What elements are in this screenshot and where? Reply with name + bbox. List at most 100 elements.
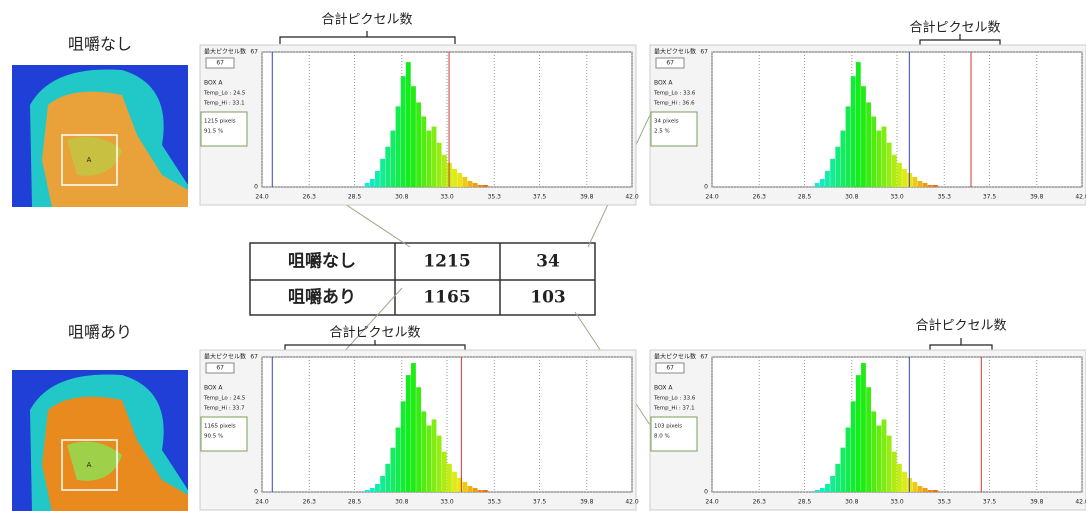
histogram-bar (902, 169, 907, 187)
x-tick-label: 42.0 (625, 499, 639, 506)
x-tick-label: 26.3 (303, 499, 317, 506)
x-tick-label: 37.5 (533, 194, 547, 201)
temp-hi: Temp_Hi : 37.1 (653, 406, 695, 412)
pixels: 1165 pixels (204, 424, 236, 430)
max-title: 最大ピクセル数 (654, 48, 696, 56)
histogram-bar (830, 159, 835, 187)
histogram-bar (928, 490, 933, 492)
histogram-bar (876, 426, 881, 492)
table-cell: 103 (530, 288, 566, 308)
histogram-bar (861, 86, 866, 187)
histogram-bar (918, 486, 923, 492)
thermal-image: A (12, 65, 188, 207)
x-tick-label: 42.0 (1075, 194, 1086, 201)
histogram-bar (468, 486, 473, 492)
histogram-panel: 最大ピクセル数67BOX ATemp_Lo : 33.6Temp_Hi : 37… (650, 350, 1086, 510)
x-tick-label: 28.5 (798, 194, 812, 201)
histogram-bar (815, 490, 820, 492)
x-tick-label: 33.0 (440, 499, 454, 506)
temp-lo: Temp_Lo : 24.5 (203, 91, 246, 97)
bracket-label: 合計ピクセル数 (329, 325, 420, 341)
histogram-bar (882, 419, 887, 492)
histogram-bar (365, 490, 370, 492)
histogram-bar (851, 76, 856, 187)
histogram-bar (830, 476, 835, 492)
histogram-bar (478, 185, 483, 187)
figure: 合計ピクセル数 合計ピクセル数 合計ピクセル数 合計ピクセル数 咀嚼なし1215… (0, 0, 1086, 511)
histogram-bar (846, 106, 851, 187)
x-tick-label: 42.0 (625, 194, 639, 201)
x-tick-label: 35.3 (938, 194, 952, 201)
x-tick-label: 30.8 (845, 194, 859, 201)
histogram-bar (933, 490, 938, 492)
pixels: 1215 pixels (204, 119, 236, 125)
x-tick-label: 33.0 (890, 499, 904, 506)
histogram-bar (473, 488, 478, 492)
box-label: BOX A (654, 385, 673, 392)
histogram-bar (432, 419, 437, 492)
pixels: 34 pixels (654, 119, 679, 125)
histogram-bar (365, 183, 370, 187)
max-title: 最大ピクセル数 (204, 353, 246, 361)
x-tick-label: 26.3 (753, 499, 767, 506)
histogram-bar (390, 131, 395, 187)
percent: 2.5 % (654, 129, 670, 135)
bracket-label: 合計ピクセル数 (915, 318, 1006, 334)
y-tick-label: 0 (254, 489, 258, 496)
histogram-bar (421, 116, 426, 187)
page: 合計ピクセル数 合計ピクセル数 合計ピクセル数 合計ピクセル数 咀嚼なし1215… (0, 0, 1086, 511)
x-tick-label: 30.8 (395, 194, 409, 201)
histogram-bar (918, 181, 923, 187)
x-tick-label: 39.8 (1030, 499, 1044, 506)
x-tick-label: 28.5 (348, 499, 362, 506)
histogram-bar (421, 411, 426, 492)
x-tick-label: 37.5 (533, 499, 547, 506)
box-label: BOX A (654, 80, 673, 87)
histogram-bar (897, 464, 902, 492)
bracket-label: 合計ピクセル数 (909, 20, 1000, 36)
x-tick-label: 30.8 (845, 499, 859, 506)
pixels: 103 pixels (654, 424, 682, 430)
histogram-bar (825, 484, 830, 492)
table-cell: 1215 (423, 252, 470, 272)
x-tick-label: 26.3 (753, 194, 767, 201)
temp-hi: Temp_Hi : 33.7 (203, 406, 245, 412)
histogram-bar (912, 482, 917, 492)
table-cell: 咀嚼なし (288, 251, 356, 272)
histogram-bar (437, 143, 442, 187)
x-tick-label: 39.8 (580, 499, 594, 506)
histogram-bar (815, 183, 820, 187)
y-tick-label: 0 (254, 184, 258, 191)
max-value: 67 (666, 365, 674, 372)
box-label: BOX A (204, 385, 223, 392)
x-tick-label: 28.5 (798, 499, 812, 506)
table-cell: 咀嚼あり (288, 287, 356, 308)
histogram-bar (390, 448, 395, 492)
x-tick-label: 26.3 (303, 194, 317, 201)
histogram-bar (385, 464, 390, 492)
histogram-bar (912, 177, 917, 187)
histogram-bar (923, 183, 928, 187)
x-tick-label: 35.3 (938, 499, 952, 506)
histogram-bar (452, 472, 457, 492)
histogram-bar (432, 127, 437, 187)
subject-label: 咀嚼なし (68, 35, 132, 54)
temp-hi: Temp_Hi : 33.1 (203, 101, 245, 107)
histogram-bar (871, 411, 876, 492)
percent: 91.5 % (204, 129, 223, 135)
x-tick-label: 37.5 (983, 194, 997, 201)
roi-label: A (87, 461, 92, 469)
temp-lo: Temp_Lo : 33.6 (653, 91, 696, 97)
histogram-bar (876, 131, 881, 187)
histogram-bar (396, 106, 401, 187)
histogram-bar (457, 173, 462, 187)
histogram-bar (452, 169, 457, 187)
histogram-bar (468, 181, 473, 187)
x-tick-label: 24.0 (705, 499, 719, 506)
histogram-bar (416, 102, 421, 187)
y-tick-label: 67 (250, 354, 258, 361)
histogram-bar (887, 143, 892, 187)
y-tick-label: 67 (700, 49, 708, 56)
table-cell: 34 (536, 252, 560, 272)
x-tick-label: 33.0 (890, 194, 904, 201)
